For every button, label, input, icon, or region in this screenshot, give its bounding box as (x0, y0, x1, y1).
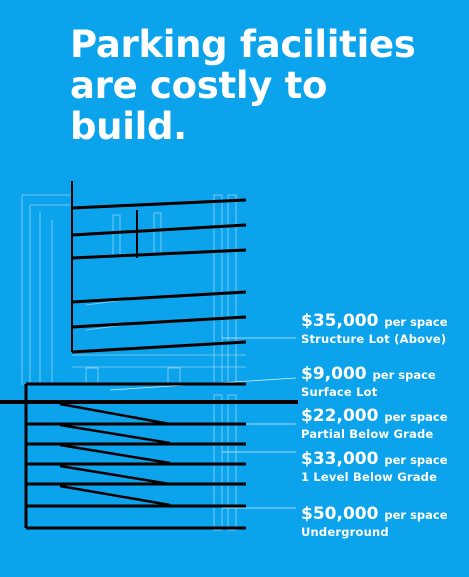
headline-line-1: Parking facilities (70, 23, 416, 66)
headline: Parking facilities are costly to build. (70, 24, 450, 147)
cost-unit: per space (372, 368, 436, 382)
cost-label-underground: $50,000 per space Underground (301, 504, 448, 540)
cost-label-one-level-below-grade: $33,000 per space 1 Level Below Grade (301, 449, 448, 485)
cost-unit: per space (384, 410, 448, 424)
cost-value: $33,000 per space (301, 449, 448, 470)
headline-line-3: build. (70, 105, 187, 148)
headline-line-2: are costly to (70, 64, 328, 107)
structure-below-grade (24, 384, 246, 530)
cost-amount: $35,000 (301, 311, 379, 331)
cost-value: $22,000 per space (301, 406, 448, 427)
cost-amount: $22,000 (301, 406, 379, 426)
cost-type: 1 Level Below Grade (301, 470, 438, 484)
cost-type: Underground (301, 525, 389, 539)
cost-type: Surface Lot (301, 385, 378, 399)
cost-label-structure-above: $35,000 per space Structure Lot (Above) (301, 311, 448, 347)
surface-grade (0, 382, 298, 404)
cost-label-surface-lot: $9,000 per space Surface Lot (301, 364, 436, 400)
cost-value: $9,000 per space (301, 364, 436, 385)
construction-lines (21, 194, 246, 531)
cost-value: $50,000 per space (301, 504, 448, 525)
cost-label-partial-below-grade: $22,000 per space Partial Below Grade (301, 406, 448, 442)
cost-unit: per space (384, 508, 448, 522)
cost-unit: per space (384, 315, 448, 329)
cost-value: $35,000 per space (301, 311, 448, 332)
cost-type: Structure Lot (Above) (301, 332, 447, 346)
structure-above-grade (71, 181, 247, 354)
cost-unit: per space (384, 453, 448, 467)
cost-amount: $9,000 (301, 364, 367, 384)
cost-amount: $33,000 (301, 449, 379, 469)
cost-type: Partial Below Grade (301, 427, 434, 441)
cost-amount: $50,000 (301, 504, 379, 524)
